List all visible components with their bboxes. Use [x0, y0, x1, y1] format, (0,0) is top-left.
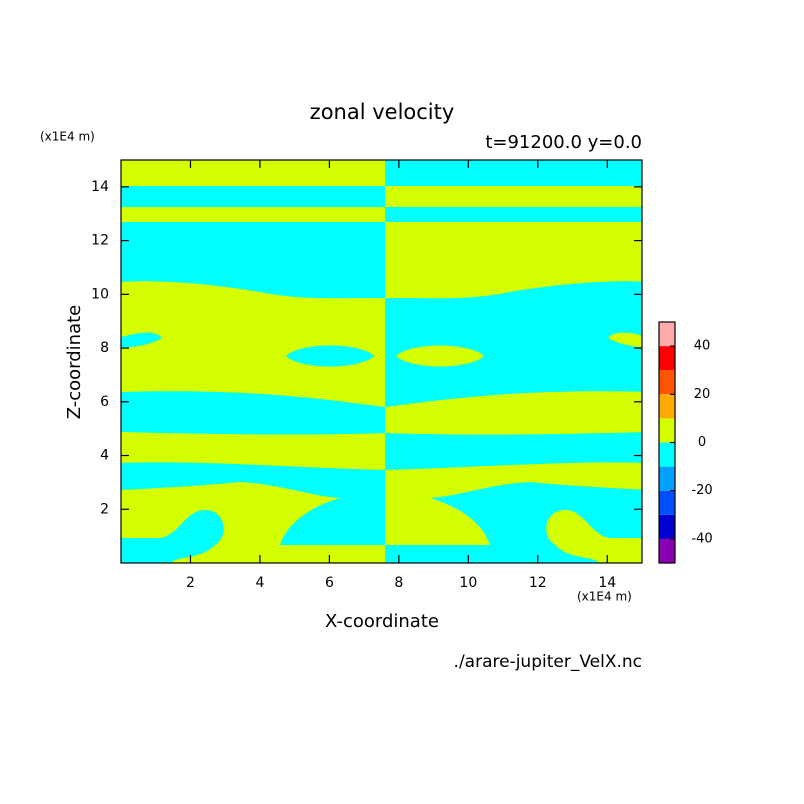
colorbar-band	[659, 514, 675, 539]
x-tick-label: 8	[394, 575, 403, 591]
x-tick-label: 6	[325, 575, 334, 591]
source-file: ./arare-jupiter_VelX.nc	[454, 652, 642, 672]
colorbar-tick-label: 20	[694, 387, 711, 402]
y-tick-label: 8	[100, 340, 109, 356]
chart-subtitle: t=91200.0 y=0.0	[485, 132, 642, 153]
plot-frame	[120, 159, 643, 564]
x-tick-label: 2	[186, 575, 195, 591]
colorbar-band	[659, 466, 675, 491]
y-tick-label: 4	[100, 448, 109, 464]
colorbar-band	[659, 394, 675, 419]
y-tick-label: 6	[100, 394, 109, 410]
chart-title: zonal velocity	[310, 100, 455, 124]
y-tick-label: 2	[100, 501, 109, 517]
y-tick-label: 12	[91, 233, 109, 249]
y-axis-label: Z-coordinate	[64, 305, 85, 420]
colorbar-band	[659, 418, 675, 443]
colorbar-tick-label: 40	[694, 339, 711, 354]
x-unit: (x1E4 m)	[577, 590, 632, 604]
x-axis-label: X-coordinate	[325, 611, 439, 632]
y-unit: (x1E4 m)	[40, 130, 95, 144]
colorbar-band	[659, 346, 675, 371]
x-tick-label: 14	[598, 575, 616, 591]
colorbar-tick-label: -40	[691, 531, 712, 546]
colorbar-tick-label: -20	[691, 483, 712, 498]
y-tick-label: 10	[91, 286, 109, 302]
colorbar-tick-label: 0	[698, 435, 706, 450]
x-tick-label: 12	[529, 575, 547, 591]
x-tick-label: 10	[459, 575, 477, 591]
x-tick-label: 4	[255, 575, 264, 591]
contour-field	[121, 160, 642, 563]
colorbar-band	[659, 490, 675, 515]
colorbar-band	[659, 322, 675, 347]
colorbar-band	[659, 442, 675, 467]
colorbar-band	[659, 538, 675, 563]
colorbar-band	[659, 370, 675, 395]
y-tick-label: 14	[91, 179, 109, 195]
